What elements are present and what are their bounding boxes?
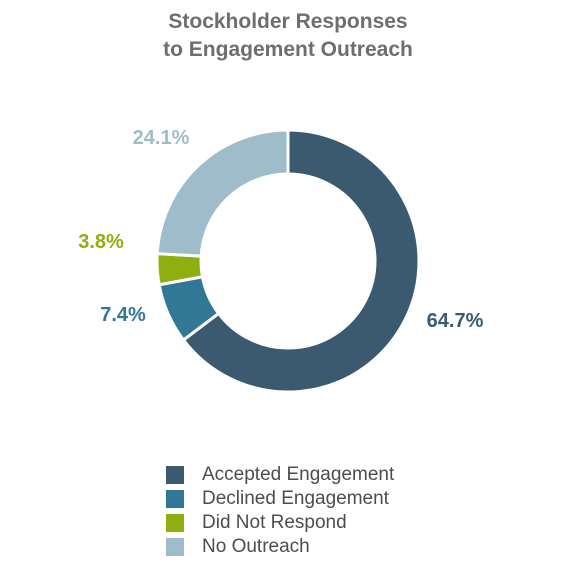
legend-swatch-did-not-respond [166,514,184,532]
chart-title: Stockholder Responses to Engagement Outr… [0,8,576,64]
slice-label-did-not-respond: 3.8% [78,231,124,253]
slice-label-accepted: 64.7% [427,310,484,332]
legend-swatch-accepted [166,466,184,484]
donut-slices [155,128,421,394]
slice-label-declined: 7.4% [100,304,146,326]
legend-label-did-not-respond: Did Not Respond [202,512,347,533]
legend-label-no-outreach: No Outreach [202,536,310,557]
legend-item-no-outreach: No Outreach [166,535,394,559]
chart-title-line-2: to Engagement Outreach [163,38,413,61]
chart-title-line-1: Stockholder Responses [168,10,408,33]
chart-legend: Accepted Engagement Declined Engagement … [166,463,394,559]
donut-slice-no-outreach [155,128,290,258]
slice-labels: 64.7% 7.4% 3.8% 24.1% [78,127,483,332]
legend-item-declined: Declined Engagement [166,487,394,511]
donut-slice-accepted [181,128,421,394]
slice-label-no-outreach: 24.1% [133,127,190,149]
legend-label-accepted: Accepted Engagement [202,464,395,485]
legend-swatch-declined [166,490,184,508]
legend-item-did-not-respond: Did Not Respond [166,511,394,535]
legend-item-accepted: Accepted Engagement [166,463,394,487]
legend-swatch-no-outreach [166,538,184,556]
legend-label-declined: Declined Engagement [202,488,389,509]
